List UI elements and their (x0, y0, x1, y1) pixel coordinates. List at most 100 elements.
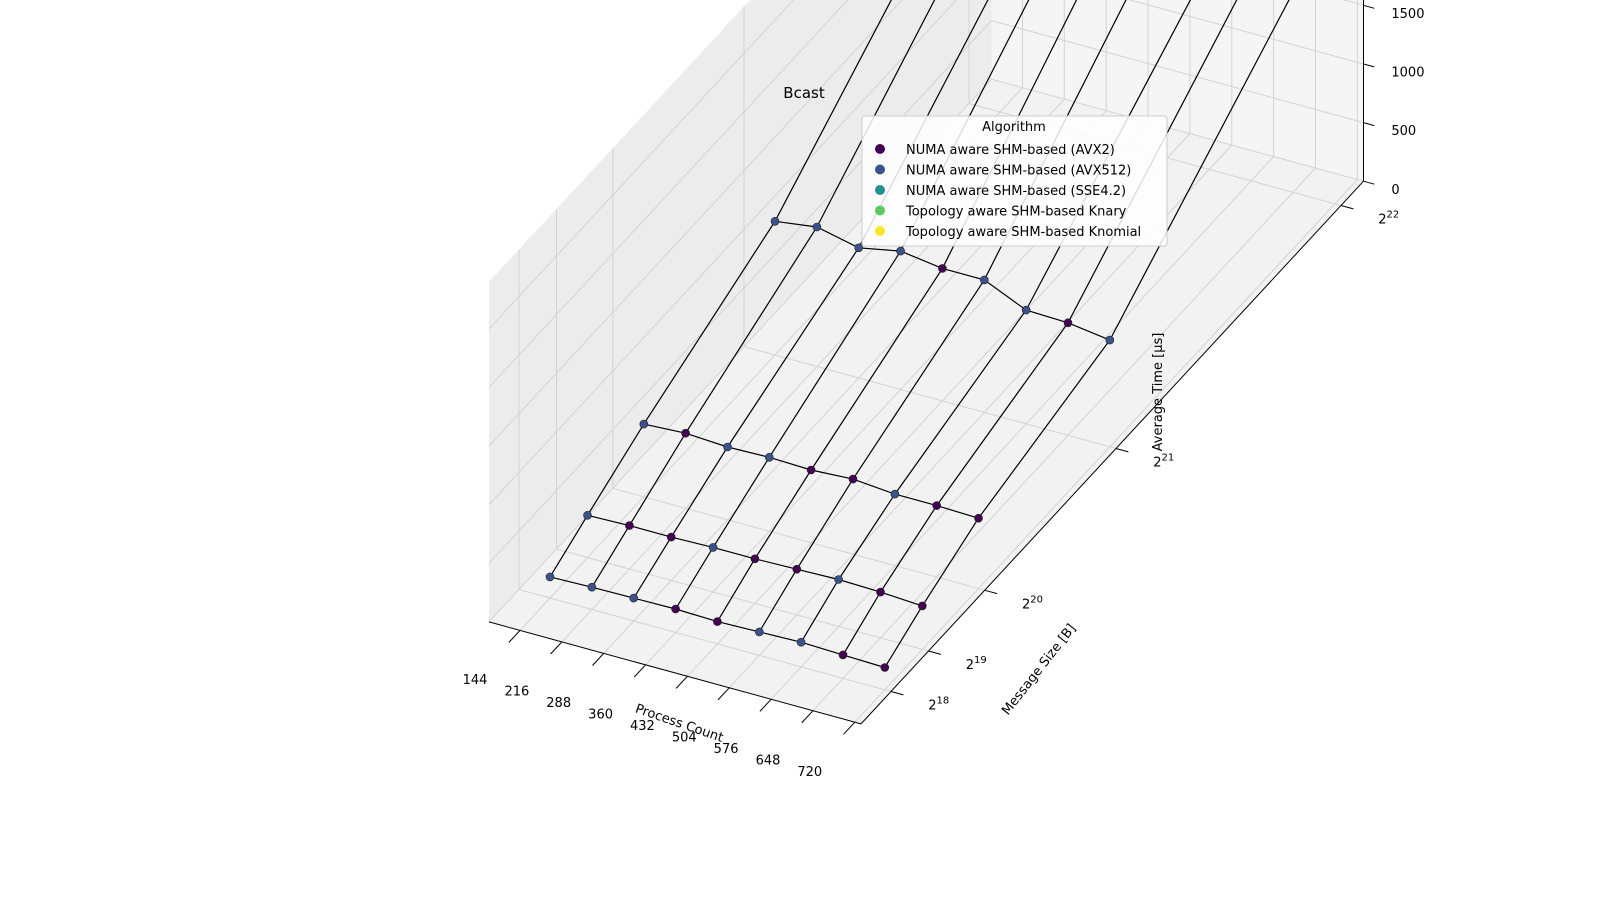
legend-label: NUMA aware SHM-based (AVX2) (906, 143, 1115, 158)
y-tick-mark (928, 650, 942, 655)
legend-marker (875, 164, 885, 175)
data-point (770, 217, 780, 226)
data-point (545, 572, 555, 582)
tick-labels: 144 216 288 360 432 504 576 648 720 218 219 220 221 2… (463, 7, 1425, 780)
y-axis-line (860, 180, 1364, 725)
y-tick-mark (984, 589, 998, 595)
z-tick-label: 1000 (1391, 66, 1424, 81)
data-point (854, 243, 864, 253)
z-tick-mark (1363, 180, 1375, 185)
data-point (917, 601, 927, 611)
legend-title: Algorithm (982, 120, 1046, 135)
data-point (796, 637, 806, 647)
data-point (671, 604, 680, 614)
x-tick-mark (633, 664, 646, 678)
data-point (587, 582, 597, 592)
x-grid-floor (770, 156, 1274, 700)
y-tick-label: 221 (1153, 453, 1174, 471)
z-tick-mark (1363, 4, 1375, 9)
y-grid-floor (556, 548, 929, 652)
data-point (876, 587, 885, 597)
z-grid-back (991, 78, 1364, 182)
z-axis-label: Average Time [µs] (1151, 333, 1166, 452)
data-point (625, 521, 634, 530)
legend-items: NUMA aware SHM-based (AVX2) NUMA aware SH… (875, 143, 1141, 240)
x-tick-mark (592, 653, 605, 666)
x-grid-floor (812, 167, 1316, 712)
x-tick-label: 360 (588, 707, 613, 722)
x-tick-label: 216 (504, 685, 529, 700)
data-point (806, 465, 816, 475)
legend-label: NUMA aware SHM-based (SSE4.2) (906, 184, 1126, 199)
x-grid-floor (854, 179, 1358, 723)
y-tick-label: 218 (928, 696, 949, 714)
y-tick-mark (890, 691, 904, 696)
y-tick-mark (1115, 448, 1129, 453)
z-tick-mark (1363, 63, 1375, 68)
z-grid-back (1128, 0, 1364, 65)
data-point (979, 275, 989, 285)
z-tick-label: 1500 (1391, 7, 1424, 22)
data-point (750, 554, 760, 564)
x-tick-label: 720 (797, 765, 822, 780)
legend-label: NUMA aware SHM-based (AVX512) (906, 164, 1131, 179)
data-point (754, 627, 764, 637)
x-tick-label: 288 (546, 696, 571, 711)
legend-label: Topology aware SHM-based Knomial (905, 225, 1141, 240)
x-tick-label: 144 (463, 673, 488, 688)
y-axis-label: Message Size [B] (999, 621, 1079, 718)
legend-marker (875, 205, 885, 216)
data-points (545, 217, 1115, 672)
data-point (848, 474, 858, 484)
x-tick-label: 576 (714, 742, 739, 757)
z-grid-left (488, 0, 795, 330)
legend-label: Topology aware SHM-based Knary (905, 205, 1127, 220)
legend: Algorithm NUMA aware SHM-based (AVX2)NUM… (861, 115, 1168, 247)
x-tick-label: 504 (672, 730, 697, 745)
z-tick-label: 500 (1391, 124, 1416, 139)
legend-frame (861, 115, 1168, 247)
axis-lines (488, 0, 1375, 735)
x-tick-mark (550, 641, 563, 655)
legend-marker (875, 185, 885, 195)
x-tick-mark (508, 630, 521, 643)
y-tick-label: 219 (966, 655, 987, 673)
x-axis-line (488, 621, 862, 725)
legend-marker (875, 226, 885, 236)
z-tick-mark (1363, 122, 1375, 127)
y-tick-mark (1340, 205, 1354, 210)
data-point (708, 543, 718, 552)
data-point (880, 663, 890, 672)
x-tick-mark (843, 721, 856, 735)
data-point (792, 564, 802, 574)
data-point (938, 264, 947, 273)
chart-title: Bcast (783, 84, 825, 102)
z-grid-left (488, 0, 903, 447)
z-grid-left (488, 0, 849, 388)
data-point (834, 575, 843, 584)
data-point (896, 246, 905, 256)
data-point (583, 510, 592, 520)
x-tick-label: 648 (756, 753, 781, 768)
data-point (1105, 335, 1115, 345)
y-tick-label: 220 (1022, 595, 1043, 613)
x-tick-mark (717, 687, 730, 701)
x-tick-label: 432 (630, 719, 655, 734)
data-point (838, 650, 848, 660)
data-point (681, 428, 690, 438)
y-grid-floor (612, 487, 985, 591)
data-point (812, 222, 822, 232)
x-tick-mark (675, 675, 688, 689)
data-point (1021, 305, 1031, 315)
data-point (713, 617, 722, 626)
data-point (666, 532, 676, 542)
back-wall-pane (991, 0, 1364, 182)
data-point (723, 442, 732, 452)
z-grid-back (991, 20, 1364, 124)
data-point (932, 501, 942, 510)
data-point (639, 419, 649, 429)
data-point (764, 452, 774, 462)
x-tick-mark (801, 710, 814, 724)
z-grid-left (488, 20, 992, 564)
